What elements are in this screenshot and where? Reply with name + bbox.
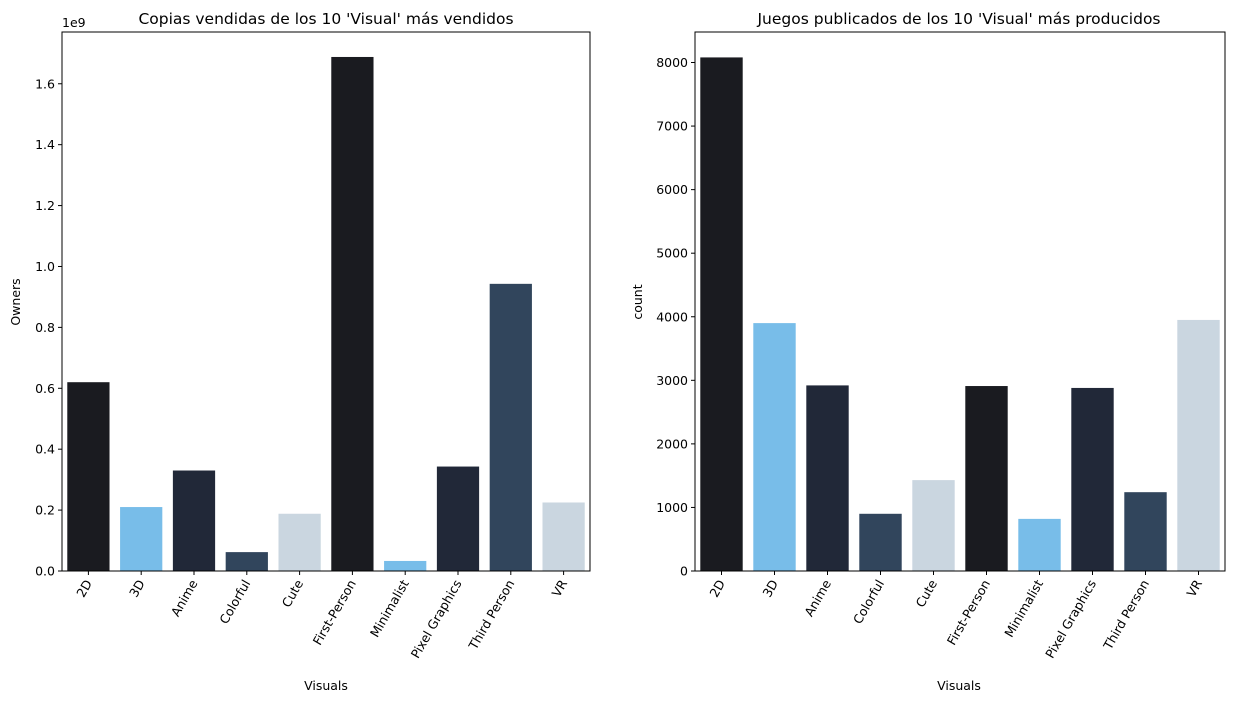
bar-third-person [1124,492,1167,571]
y-tick-label: 0 [680,564,688,579]
y-tick-label: 0.4 [35,442,55,457]
x-tick-label: Colorful [216,577,253,626]
bar-minimalist [1018,518,1061,571]
bars-group [700,57,1220,572]
y-axis-label: count [630,284,645,319]
y-tick-label: 1.4 [35,137,55,152]
bar-pixel-graphics [436,466,480,571]
bar-minimalist [384,560,427,571]
y-axis-label: Owners [8,278,23,325]
plot-frame [694,31,1226,572]
x-tick-label: 3D [759,577,781,600]
y-tick-label: 2000 [656,436,688,451]
bar-pixel-graphics [1071,387,1114,571]
x-tick-label: VR [1183,577,1205,600]
x-ticks-group: 2D 3D Anime Colorful Cute First-Person Minimal… [73,571,570,661]
x-tick-label: 2D [73,577,95,600]
y-tick-label: 1.6 [35,76,55,91]
bar-cute [278,513,321,571]
chart-title: Copias vendidas de los 10 'Visual' más v… [138,10,513,28]
x-tick-label: 2D [706,577,728,600]
x-tick-label: Cute [279,577,307,610]
x-ticks-group: 2D 3D Anime Colorful Cute First-Person Minimal… [706,571,1205,661]
x-tick-label: VR [549,577,571,600]
bar-cute [912,480,955,571]
x-tick-label: Third Person [1100,577,1152,653]
x-tick-label: Minimalist [367,577,412,640]
x-axis-label: Visuals [937,678,981,693]
owners-chart: Copias vendidas de los 10 'Visual' más v… [8,10,591,693]
x-tick-label: 3D [126,577,148,600]
x-tick-label: First-Person [310,577,359,648]
y-tick-label: 0.6 [35,381,55,396]
y-offset-label: 1e9 [62,15,86,30]
x-tick-label: First-Person [944,577,993,648]
x-tick-label: Anime [801,577,834,619]
y-tick-label: 6000 [656,182,688,197]
y-tick-label: 0.8 [35,320,55,335]
bars-group [67,56,585,572]
bar-colorful [225,552,268,571]
y-tick-label: 0.0 [35,564,55,579]
y-tick-label: 0.2 [35,503,55,518]
plot-frame [61,31,591,572]
bar-2d [67,382,110,571]
bar-anime [806,385,849,571]
bar-vr [542,502,585,571]
y-tick-label: 1.0 [35,259,55,274]
y-tick-label: 8000 [656,55,688,70]
bar-colorful [859,513,902,571]
y-ticks-group: 0 1000 2000 3000 4000 5000 6000 7000 8000 [656,55,695,579]
x-tick-label: Pixel Graphics [1042,577,1099,661]
bar-first-person [331,56,374,572]
x-tick-label: Cute [912,577,940,610]
x-tick-label: Colorful [850,577,887,626]
x-tick-label: Minimalist [1001,577,1046,640]
bar-3d [753,323,796,571]
bar-first-person [965,386,1008,571]
x-tick-label: Pixel Graphics [408,577,465,661]
x-tick-label: Anime [168,577,201,619]
bar-vr [1177,319,1220,571]
x-tick-label: Third Person [465,577,517,653]
y-tick-label: 5000 [656,246,688,261]
bar-anime [172,470,216,571]
chart-title: Juegos publicados de los 10 'Visual' más… [756,10,1160,28]
x-axis-label: Visuals [304,678,348,693]
bar-3d [120,507,163,571]
count-chart: Juegos publicados de los 10 'Visual' más… [630,10,1226,693]
y-tick-label: 4000 [656,309,688,324]
bar-2d [700,57,743,572]
y-tick-label: 1000 [656,500,688,515]
y-tick-label: 3000 [656,373,688,388]
y-tick-label: 7000 [656,119,688,134]
bar-third-person [489,283,532,571]
y-ticks-group: 0.0 0.2 0.4 0.6 0.8 1.0 1.2 1.4 1.6 [35,76,62,579]
y-tick-label: 1.2 [35,198,55,213]
